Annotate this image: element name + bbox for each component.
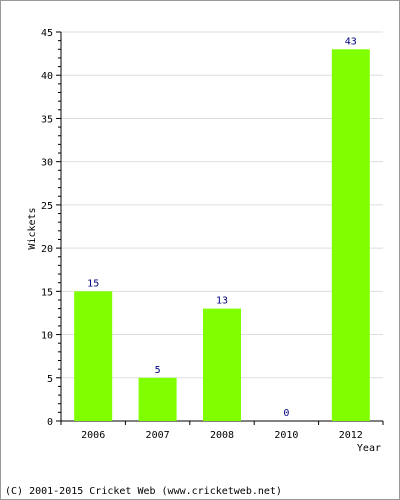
x-tick-label: 2008 <box>210 430 234 441</box>
y-tick-label: 10 <box>41 331 53 342</box>
x-tick-label: 2010 <box>274 430 298 441</box>
bar <box>138 377 177 421</box>
y-tick-label: 40 <box>41 71 53 82</box>
bar-value-label: 13 <box>216 296 228 307</box>
y-tick-label: 0 <box>47 417 53 428</box>
y-tick-label: 15 <box>41 287 53 298</box>
bar-value-label: 15 <box>87 278 99 289</box>
x-axis-title: Year <box>357 443 381 454</box>
bar-value-label: 5 <box>155 365 161 376</box>
y-tick-label: 25 <box>41 201 53 212</box>
y-axis-title: Wickets <box>27 207 38 249</box>
y-tick-label: 30 <box>41 158 53 169</box>
y-tick-label: 35 <box>41 114 53 125</box>
x-tick-label: 2007 <box>146 430 170 441</box>
bar-value-label: 43 <box>345 36 357 47</box>
x-tick-label: 2012 <box>339 430 363 441</box>
y-tick-label: 45 <box>41 28 53 39</box>
y-tick-label: 20 <box>41 244 53 255</box>
bar-value-label: 0 <box>283 408 289 419</box>
y-tick-label: 5 <box>47 374 53 385</box>
copyright-footer: (C) 2001-2015 Cricket Web (www.cricketwe… <box>5 486 282 497</box>
x-tick-label: 2006 <box>81 430 105 441</box>
bar <box>74 291 113 421</box>
bar <box>331 49 370 422</box>
bar-chart: 0 5 10 15 20 25 30 35 40 45 15 2006 5 2007 13 2008 0 2010… <box>27 28 384 454</box>
bar <box>203 308 241 421</box>
